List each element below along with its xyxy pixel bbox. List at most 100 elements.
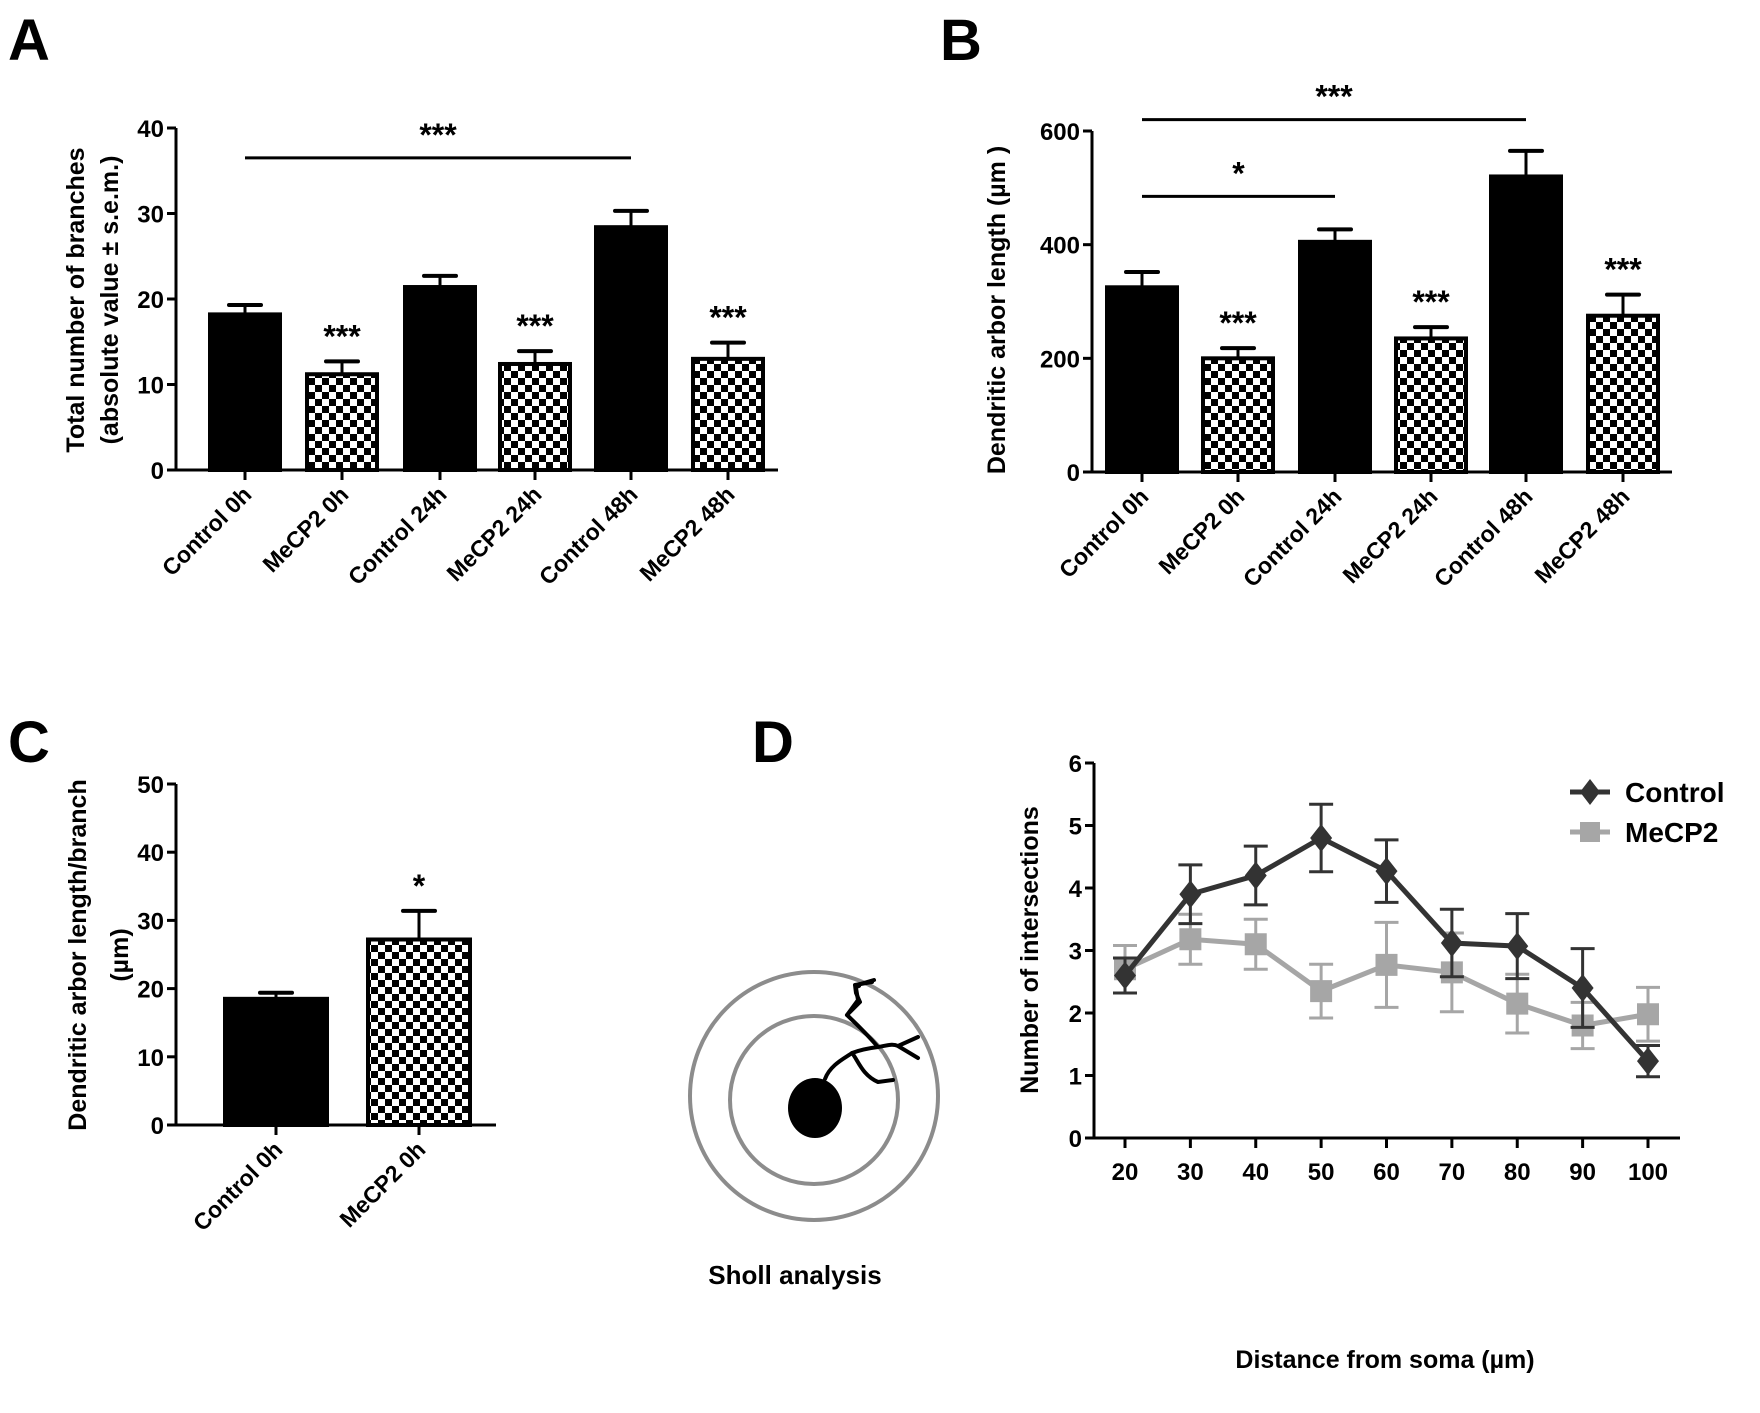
y-tick-label: 10 — [137, 373, 164, 400]
bar-control-48h — [1489, 174, 1563, 474]
y-tick-label: 20 — [137, 977, 164, 1004]
legend-marker-square — [1580, 822, 1600, 842]
x-category-label: Control 0h — [1054, 483, 1154, 583]
data-point-diamond — [1179, 880, 1202, 909]
dendrite-tip-icon — [845, 978, 876, 1017]
bar-control-0h — [1105, 285, 1179, 474]
chart-c-ylabel-line1: Dendritic arbor length/branch — [64, 779, 92, 1130]
significance-label: *** — [1219, 305, 1257, 341]
y-tick-label: 4 — [1069, 876, 1083, 903]
y-tick-label: 40 — [137, 116, 164, 143]
data-point-diamond — [1114, 961, 1136, 990]
y-tick-label: 30 — [137, 908, 164, 935]
data-point-square — [1244, 933, 1267, 956]
x-category-label: Control 24h — [343, 481, 452, 590]
bracket-label: *** — [419, 117, 457, 153]
y-tick-label: 6 — [1069, 751, 1082, 778]
data-point-square — [1310, 980, 1333, 1003]
x-category-label: Control 48h — [1429, 483, 1538, 592]
bar-mecp2-48h — [691, 356, 765, 473]
x-category-label: MeCP2 0h — [257, 481, 353, 577]
panel-label-c: C — [8, 710, 50, 775]
bracket-label: *** — [1315, 79, 1353, 115]
sholl-caption: Sholl analysis — [708, 1260, 881, 1290]
y-tick-label: 2 — [1069, 1001, 1082, 1028]
bar-mecp2-0h — [305, 372, 379, 472]
x-category-label: Control 0h — [188, 1136, 288, 1236]
chart-d-sholl-intersections: Number of intersections Distance from so… — [1016, 751, 1725, 1374]
y-tick-label: 0 — [151, 1113, 164, 1140]
bar-mecp2-48h — [1586, 313, 1660, 475]
data-point-diamond — [1440, 929, 1463, 957]
series-mecp2 — [1113, 912, 1660, 1051]
x-category-label: Control 24h — [1238, 483, 1347, 592]
legend-marker-diamond — [1580, 779, 1600, 805]
y-tick-label: 30 — [137, 202, 164, 229]
y-tick-label: 40 — [137, 840, 164, 867]
bar-mecp2-0h — [366, 937, 472, 1127]
chart-d-xlabel: Distance from soma (µm) — [1235, 1346, 1534, 1374]
bar-control-0h — [223, 996, 329, 1128]
x-category-label: MeCP2 48h — [1529, 483, 1634, 588]
bar-mecp2-24h — [1394, 336, 1468, 475]
x-tick-label: 80 — [1504, 1159, 1531, 1186]
panel-label-d: D — [752, 710, 794, 775]
data-point-square — [1506, 992, 1529, 1015]
chart-a-ylabel-line1: Total number of branches — [62, 147, 90, 452]
x-category-label: MeCP2 0h — [1153, 483, 1249, 579]
data-point-square — [1375, 953, 1398, 976]
significance-label: *** — [1412, 284, 1450, 320]
chart-a-ylabel-line2: (absolute value ± s.e.m.) — [96, 156, 124, 445]
significance-label: *** — [709, 300, 747, 336]
y-tick-label: 3 — [1069, 939, 1082, 966]
legend-label-mecp2: MeCP2 — [1625, 817, 1718, 848]
x-category-label: MeCP2 48h — [634, 481, 739, 586]
y-tick-label: 400 — [1040, 233, 1080, 260]
x-tick-label: 50 — [1308, 1159, 1335, 1186]
data-point-diamond — [1571, 974, 1594, 1002]
data-point-diamond — [1637, 1047, 1659, 1076]
bar-mecp2-24h — [498, 361, 572, 473]
panel-label-a: A — [8, 8, 50, 73]
y-tick-label: 0 — [1069, 1126, 1082, 1153]
y-tick-label: 1 — [1069, 1064, 1082, 1091]
chart-c-ylabel-line2: (µm) — [106, 928, 134, 981]
x-category-label: MeCP2 0h — [334, 1136, 430, 1232]
y-tick-label: 5 — [1069, 814, 1082, 841]
x-tick-label: 70 — [1439, 1159, 1466, 1186]
series-control — [1113, 802, 1660, 1079]
significance-label: *** — [516, 308, 554, 344]
chart-b-ylabel: Dendritic arbor length (µm ) — [983, 146, 1011, 474]
bracket-label: * — [1232, 155, 1245, 191]
bar-control-24h — [1298, 239, 1372, 474]
chart-c-length-per-branch: Dendritic arbor length/branch (µm) 0 10 20… — [64, 772, 496, 1236]
sholl-inner-ring — [728, 1014, 900, 1186]
bar-control-0h — [208, 312, 282, 473]
x-tick-label: 20 — [1112, 1159, 1139, 1186]
x-tick-label: 100 — [1628, 1159, 1668, 1186]
x-tick-label: 30 — [1177, 1159, 1204, 1186]
significance-label: * — [413, 868, 426, 904]
bar-control-24h — [403, 285, 477, 472]
bar-mecp2-0h — [1201, 356, 1275, 475]
bar-control-48h — [594, 225, 668, 472]
data-point-diamond — [1244, 861, 1267, 890]
x-tick-label: 40 — [1242, 1159, 1269, 1186]
legend-label-control: Control — [1625, 777, 1725, 808]
y-tick-label: 10 — [137, 1045, 164, 1072]
sholl-outer-ring — [688, 970, 940, 1222]
panel-label-b: B — [940, 8, 982, 73]
x-category-label: Control 0h — [157, 481, 257, 581]
data-point-diamond — [1506, 932, 1529, 961]
x-tick-label: 90 — [1569, 1159, 1596, 1186]
y-tick-label: 0 — [1067, 460, 1080, 487]
significance-label: *** — [1604, 252, 1642, 288]
chart-d-ylabel: Number of intersections — [1016, 806, 1044, 1094]
data-point-square — [1179, 928, 1202, 951]
x-category-label: MeCP2 24h — [1337, 483, 1442, 588]
y-tick-label: 200 — [1040, 346, 1080, 373]
chart-a-total-branches: Total number of branches (absolute value… — [62, 116, 778, 590]
y-tick-label: 600 — [1040, 119, 1080, 146]
data-point-square — [1637, 1003, 1659, 1026]
